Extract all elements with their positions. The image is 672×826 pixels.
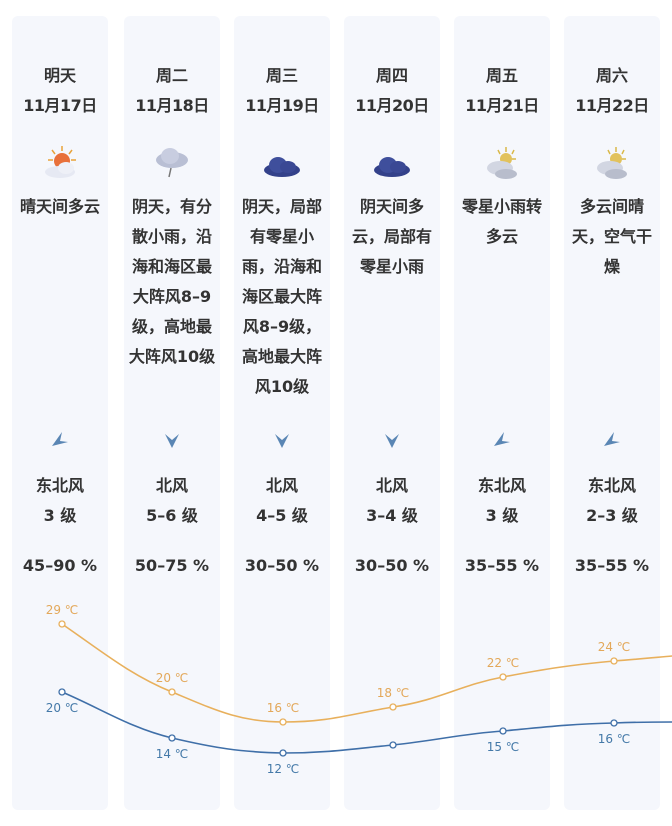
wind-level: 3 级 <box>43 506 77 525</box>
wind-direction: 北风 <box>375 476 408 495</box>
overcast-cloud-icon <box>262 144 302 182</box>
partly-cloudy-icon <box>592 144 632 182</box>
forecast-card-5: 周五 11月21日零星小雨转多云东北风 3 级 35–55 % <box>454 16 550 810</box>
date-label: 11月21日 <box>465 96 539 115</box>
wind-level: 3–4 级 <box>366 506 418 525</box>
date-label: 11月17日 <box>23 96 97 115</box>
day-label: 周六 <box>595 66 628 85</box>
wind-level: 3 级 <box>485 506 519 525</box>
humidity: 45–90 % <box>22 556 98 575</box>
weather-description: 零星小雨转多云 <box>461 197 542 246</box>
humidity: 30–50 % <box>354 556 430 575</box>
day-label: 周四 <box>375 66 408 85</box>
forecast-card-4: 周四 11月20日阴天间多云，局部有零星小雨北风 3–4 级 30–50 % <box>344 16 440 810</box>
sunny-cloudy-icon <box>40 144 80 182</box>
date-label: 11月18日 <box>135 96 209 115</box>
day-label: 周二 <box>155 66 188 85</box>
wind-arrow-northeast-icon <box>492 430 512 450</box>
weather-description: 阴天，有分散小雨，沿海和海区最大阵风8–9级，高地最大阵风10级 <box>128 197 216 366</box>
wind-level: 4–5 级 <box>256 506 308 525</box>
weather-description: 阴天，局部有零星小雨，沿海和海区最大阵风8–9级，高地最大阵风10级 <box>241 197 322 396</box>
date-label: 11月22日 <box>575 96 649 115</box>
wind-direction: 东北风 <box>35 476 84 495</box>
forecast-card-3: 周三 11月19日阴天，局部有零星小雨，沿海和海区最大阵风8–9级，高地最大阵风1… <box>234 16 330 810</box>
weather-description: 晴天间多云 <box>19 197 100 216</box>
wind-direction: 北风 <box>155 476 188 495</box>
wind-level: 5–6 级 <box>146 506 198 525</box>
day-label: 明天 <box>43 66 76 85</box>
wind-arrow-northeast-icon <box>602 430 622 450</box>
wind-direction: 北风 <box>265 476 298 495</box>
wind-level: 2–3 级 <box>586 506 638 525</box>
day-label: 周三 <box>265 66 298 85</box>
forecast-card-6: 周六 11月22日多云间晴天，空气干燥东北风 2–3 级 35–55 % <box>564 16 660 810</box>
forecast-card-2: 周二 11月18日阴天，有分散小雨，沿海和海区最大阵风8–9级，高地最大阵风10级… <box>124 16 220 810</box>
forecast-card-1: 明天 11月17日 晴天间多云东北风 3 级 45–90 % <box>12 16 108 810</box>
date-label: 11月20日 <box>355 96 429 115</box>
wind-arrow-north-icon <box>272 430 292 450</box>
partly-cloudy-icon <box>482 144 522 182</box>
humidity: 30–50 % <box>244 556 320 575</box>
humidity: 35–55 % <box>464 556 540 575</box>
weather-description: 多云间晴天，空气干燥 <box>571 197 652 276</box>
rain-cloud-icon <box>152 144 192 182</box>
overcast-cloud-icon <box>372 144 412 182</box>
wind-arrow-northeast-icon <box>50 430 70 450</box>
weather-description: 阴天间多云，局部有零星小雨 <box>351 197 432 276</box>
wind-direction: 东北风 <box>477 476 526 495</box>
humidity: 35–55 % <box>574 556 650 575</box>
wind-arrow-north-icon <box>382 430 402 450</box>
date-label: 11月19日 <box>245 96 319 115</box>
wind-arrow-north-icon <box>162 430 182 450</box>
day-label: 周五 <box>485 66 518 85</box>
wind-direction: 东北风 <box>587 476 636 495</box>
humidity: 50–75 % <box>134 556 210 575</box>
